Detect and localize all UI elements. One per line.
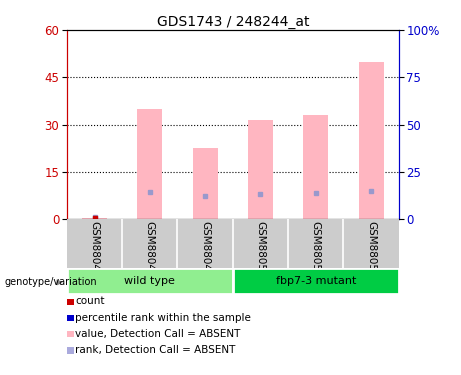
Text: GSM88054: GSM88054: [366, 221, 376, 278]
Text: count: count: [76, 297, 105, 306]
Text: percentile rank within the sample: percentile rank within the sample: [76, 313, 251, 322]
Text: GSM88043: GSM88043: [89, 221, 100, 278]
Bar: [137, 109, 162, 219]
Title: GDS1743 / 248244_at: GDS1743 / 248244_at: [157, 15, 309, 29]
Text: wild type: wild type: [124, 276, 175, 286]
Text: GSM88044: GSM88044: [145, 221, 155, 278]
Text: GSM88053: GSM88053: [311, 221, 321, 278]
Bar: [67, 268, 233, 294]
Bar: [303, 115, 328, 219]
Text: rank, Detection Call = ABSENT: rank, Detection Call = ABSENT: [76, 345, 236, 355]
Text: GSM88052: GSM88052: [255, 221, 266, 278]
Bar: [193, 148, 218, 219]
Bar: [359, 62, 384, 219]
Text: genotype/variation: genotype/variation: [5, 278, 97, 287]
Text: fbp7-3 mutant: fbp7-3 mutant: [276, 276, 356, 286]
Bar: [233, 268, 399, 294]
Bar: [248, 120, 273, 219]
Text: GSM88045: GSM88045: [200, 221, 210, 278]
Bar: [82, 218, 107, 219]
Text: value, Detection Call = ABSENT: value, Detection Call = ABSENT: [76, 329, 241, 339]
